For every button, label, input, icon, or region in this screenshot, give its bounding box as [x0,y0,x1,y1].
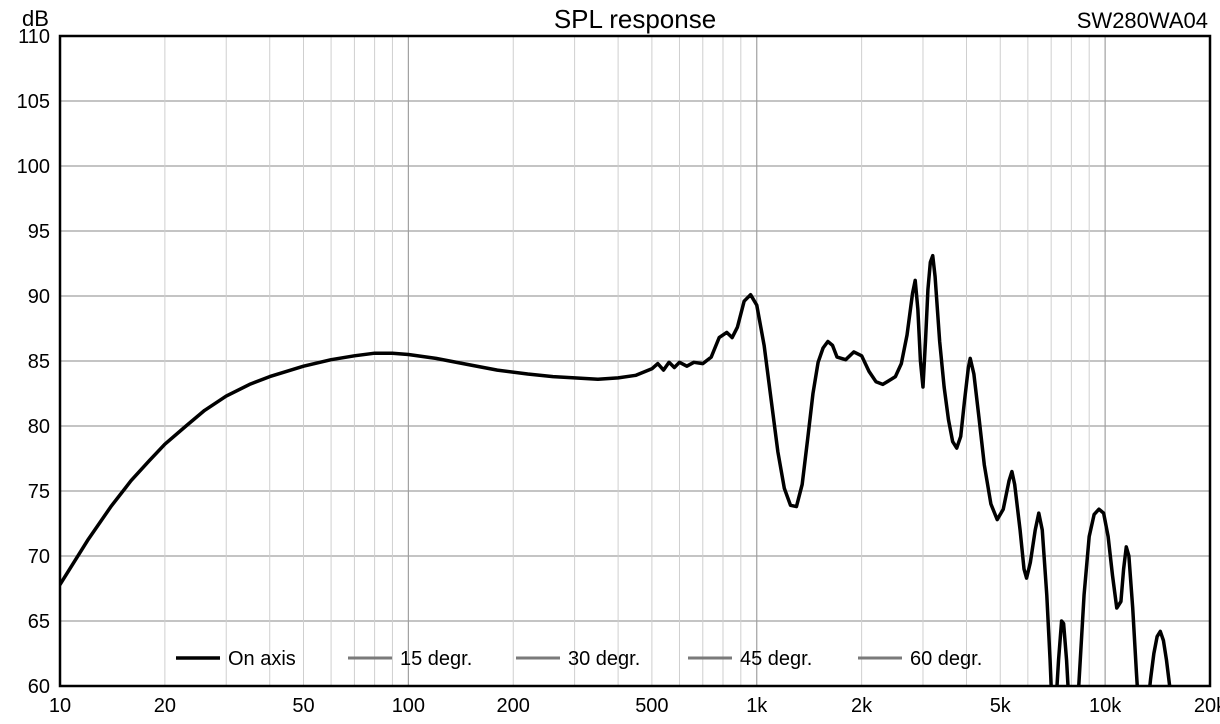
legend-label: On axis [228,648,296,670]
chart-container: 6065707580859095100105110102050100200500… [0,0,1220,724]
legend-label: 60 degr. [910,648,982,670]
y-tick-label: 105 [17,91,50,113]
y-axis-unit: dB [22,6,49,31]
x-tick-label: 20k [1194,695,1220,717]
x-tick-label: 1k [746,695,768,717]
x-tick-label: 20 [154,695,176,717]
y-tick-label: 80 [28,416,50,438]
y-tick-label: 60 [28,676,50,698]
y-tick-label: 85 [28,351,50,373]
x-tick-label: 500 [635,695,668,717]
x-tick-label: 10k [1089,695,1122,717]
x-tick-label: 2k [851,695,873,717]
x-tick-label: 50 [292,695,314,717]
x-tick-label: 10 [49,695,71,717]
legend-label: 15 degr. [400,648,472,670]
x-tick-label: 200 [497,695,530,717]
y-tick-label: 95 [28,221,50,243]
model-label: SW280WA04 [1077,8,1208,33]
y-tick-label: 100 [17,156,50,178]
y-tick-label: 90 [28,286,50,308]
y-tick-label: 75 [28,481,50,503]
y-tick-label: 70 [28,546,50,568]
x-tick-label: 100 [392,695,425,717]
chart-title: SPL response [554,4,716,34]
legend-label: 30 degr. [568,648,640,670]
x-tick-label: 5k [990,695,1012,717]
y-tick-label: 65 [28,611,50,633]
spl-response-chart: 6065707580859095100105110102050100200500… [0,0,1220,724]
legend-label: 45 degr. [740,648,812,670]
